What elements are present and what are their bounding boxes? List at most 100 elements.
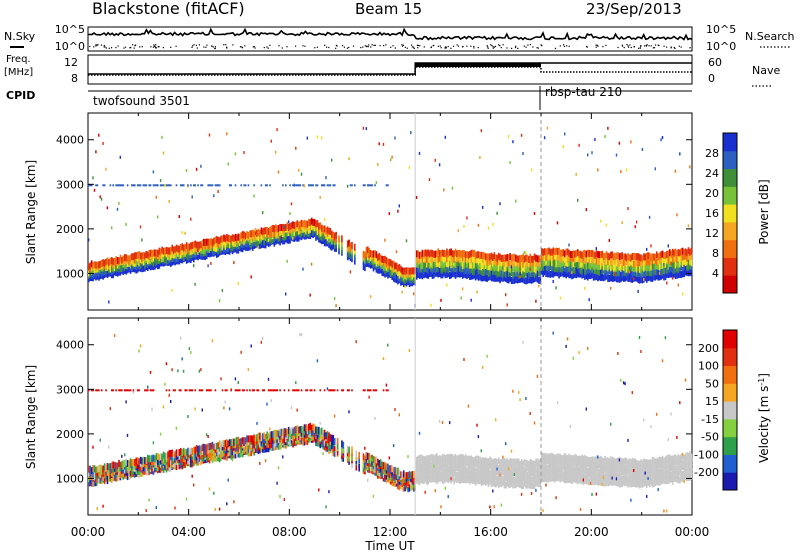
heat-cell	[683, 249, 685, 257]
band-3000-cell	[200, 184, 202, 187]
heat-cell	[148, 256, 150, 264]
heat-cell	[147, 251, 149, 259]
heat-cell	[333, 242, 336, 250]
heat-cell	[522, 253, 524, 261]
heat-cell	[621, 464, 624, 472]
nsearch-point	[597, 45, 599, 47]
heat-cell	[223, 244, 225, 252]
heat-cell	[663, 273, 665, 281]
nsearch-point	[653, 47, 656, 49]
nsearch-point	[286, 46, 288, 48]
heat-cell	[328, 443, 330, 451]
heat-cell	[630, 459, 632, 466]
heat-cell	[444, 466, 447, 474]
heat-cell	[487, 480, 490, 488]
heat-cell	[555, 454, 557, 462]
heat-cell	[331, 438, 333, 446]
freq-left-tick-top: 12	[64, 56, 78, 69]
heat-cell	[608, 458, 611, 466]
heat-cell	[588, 249, 591, 257]
scatter-cell	[228, 407, 231, 411]
heat-cell	[132, 253, 135, 261]
heat-cell	[581, 465, 583, 473]
heat-cell	[365, 462, 368, 469]
heat-cell	[118, 464, 120, 472]
heat-cell	[461, 454, 464, 462]
scatter-cell	[492, 489, 494, 493]
heat-cell	[565, 470, 567, 478]
heat-cell	[628, 254, 631, 261]
heat-cell	[556, 464, 559, 472]
scatter-cell	[333, 414, 336, 418]
scatter-cell	[243, 151, 245, 155]
heat-cell	[621, 458, 624, 466]
heat-cell	[496, 475, 498, 483]
scatter-cell	[545, 483, 547, 487]
heat-cell	[277, 224, 280, 232]
heat-cell	[420, 454, 422, 462]
heat-cell	[191, 241, 194, 249]
heat-cell	[298, 433, 300, 441]
heat-cell	[193, 446, 195, 454]
nsearch-point	[586, 45, 588, 48]
heat-cell	[666, 256, 668, 264]
heat-cell	[126, 255, 129, 263]
heat-cell	[426, 477, 428, 485]
heat-cell	[627, 465, 629, 472]
scatter-cell	[155, 506, 157, 509]
heat-cell	[538, 276, 540, 284]
heat-cell	[518, 458, 520, 466]
heat-cell	[303, 424, 306, 432]
scatter-cell	[388, 456, 390, 460]
heat-cell	[138, 251, 140, 259]
heat-cell	[657, 262, 660, 270]
heat-cell	[139, 252, 142, 260]
heat-cell	[486, 263, 488, 271]
heat-cell	[584, 471, 586, 479]
heat-cell	[315, 220, 317, 228]
heat-cell	[530, 482, 533, 490]
heat-cell	[424, 475, 427, 483]
heat-cell	[469, 471, 471, 479]
scatter-cell	[331, 158, 333, 162]
scatter-cell	[125, 400, 127, 404]
heat-cell	[634, 269, 637, 277]
heat-cell	[397, 273, 399, 280]
heat-cell	[607, 468, 609, 476]
nsearch-point	[129, 47, 131, 49]
heat-cell	[256, 446, 258, 454]
scatter-cell	[270, 399, 272, 403]
heat-cell	[436, 465, 438, 473]
heat-cell	[467, 271, 470, 279]
nsearch-point	[563, 45, 566, 47]
heat-cell	[564, 453, 566, 460]
heat-cell	[578, 255, 580, 263]
heat-cell	[572, 464, 575, 472]
nsearch-point	[532, 46, 534, 48]
noise-traces	[87, 27, 693, 50]
nsearch-point	[490, 44, 492, 46]
heat-cell	[204, 253, 207, 260]
heat-cell	[341, 445, 343, 453]
scatter-cell	[440, 298, 442, 302]
heat-cell	[95, 472, 97, 480]
scatter-cell	[207, 435, 209, 438]
heat-cell	[591, 478, 593, 486]
heat-cell	[220, 235, 222, 243]
heat-cell	[646, 480, 648, 488]
heat-cell	[492, 267, 494, 275]
heat-cell	[615, 462, 618, 470]
heat-cell	[566, 266, 569, 274]
heat-cell	[415, 473, 418, 481]
heat-cell	[378, 257, 381, 265]
heat-cell	[654, 458, 657, 466]
heat-cell	[276, 229, 278, 237]
heat-cell	[131, 466, 133, 473]
heat-cell	[653, 461, 655, 469]
heat-cell	[466, 471, 468, 479]
heat-cell	[525, 481, 527, 489]
heat-cell	[331, 230, 333, 238]
heat-cell	[633, 253, 635, 260]
heat-cell	[506, 260, 509, 267]
heat-cell	[191, 448, 194, 456]
